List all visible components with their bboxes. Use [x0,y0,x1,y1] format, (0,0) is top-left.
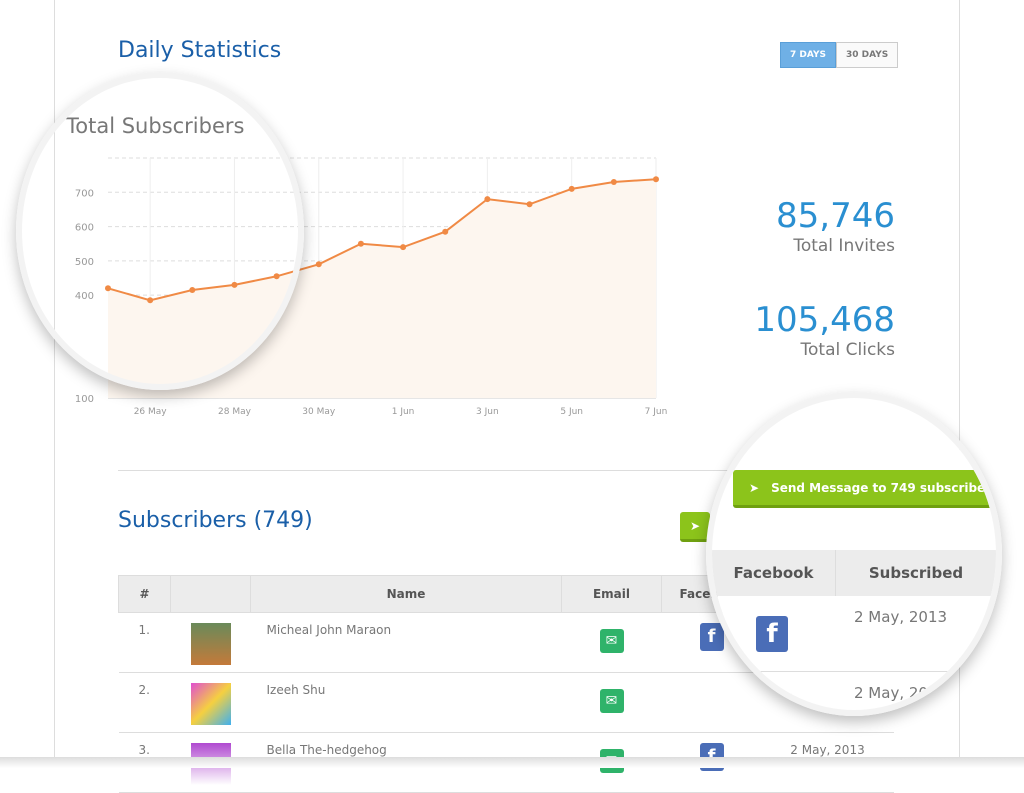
data-point [315,261,322,268]
stat-value: 85,746 [776,196,895,236]
range-toggle: 7 DAYS 30 DAYS [780,42,899,68]
col-email: Email [561,575,662,613]
col-number: # [118,575,171,613]
email-icon[interactable]: ✉ [599,689,624,713]
magnifier-ring [706,392,1002,716]
subscriber-name[interactable]: Izeeh Shu [250,672,562,733]
range-30-days[interactable]: 30 DAYS [835,42,899,68]
x-tick-label: 28 May [218,407,252,417]
x-tick-label: 7 Jun [645,407,668,417]
bottom-shadow [0,757,1024,768]
avatar [190,683,231,725]
data-point [357,240,364,247]
col-avatar [170,575,251,613]
stat-value: 105,468 [754,300,895,340]
divider [118,470,894,471]
data-point [610,179,617,185]
stat-label: Total Clicks [800,340,895,360]
range-7-days[interactable]: 7 DAYS [780,42,836,68]
data-point [484,196,491,203]
facebook-icon[interactable]: f [699,623,724,651]
row-number: 1. [118,612,171,673]
data-point [526,201,533,208]
x-tick-label: 3 Jun [476,407,499,417]
data-point [442,228,449,235]
subscriber-name[interactable]: Micheal John Maraon [250,612,562,673]
y-tick-label: 100 [75,394,94,405]
row-number: 2. [118,672,171,733]
email-icon[interactable]: ✉ [599,629,624,653]
page-title: Daily Statistics [118,38,282,63]
col-name: Name [250,575,562,613]
send-message-button-small[interactable]: ➤ [680,512,710,542]
avatar [190,623,231,665]
x-tick-label: 30 May [302,407,336,417]
stat-clicks: 105,468 Total Clicks [754,300,895,360]
x-tick-label: 5 Jun [560,407,583,417]
x-tick-label: 26 May [134,407,168,417]
data-point [568,185,575,192]
stat-label: Total Invites [793,236,895,256]
subscribers-title: Subscribers (749) [118,508,313,533]
stat-invites: 85,746 Total Invites [776,196,895,256]
data-point [400,244,407,251]
paper-plane-icon: ➤ [689,518,701,533]
x-tick-label: 1 Jun [392,407,415,417]
magnifier-chart [16,72,304,390]
data-point [653,176,659,183]
